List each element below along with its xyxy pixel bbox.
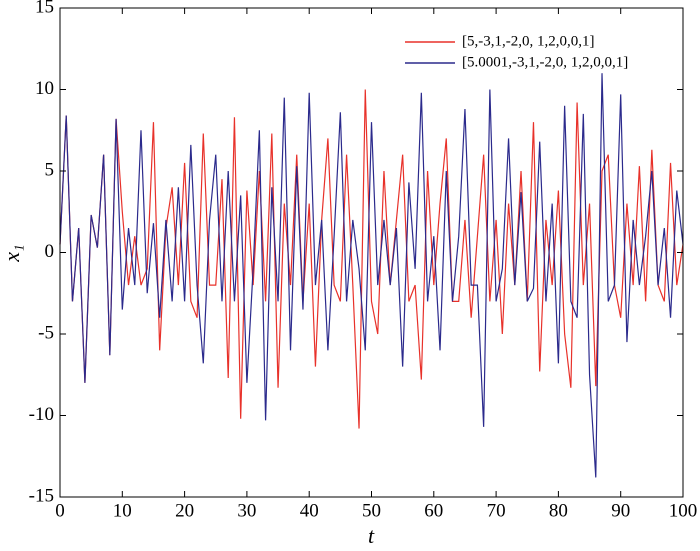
x-tick-label: 0 <box>55 500 65 521</box>
x-tick-label: 50 <box>362 500 381 521</box>
x-tick-label: 100 <box>669 500 698 521</box>
y-tick-label: -10 <box>29 404 54 425</box>
series-line <box>59 89 684 429</box>
x-tick-label: 60 <box>424 500 443 521</box>
y-tick-label: 15 <box>35 0 54 17</box>
y-tick-label: -5 <box>38 322 54 343</box>
y-tick-label: -15 <box>29 485 54 506</box>
y-tick-label: 10 <box>35 78 54 99</box>
legend-label: [5.0001,-3,1,-2,0, 1,2,0,0,1] <box>462 54 628 70</box>
series-line <box>59 73 684 478</box>
plot-frame <box>59 7 684 498</box>
y-axis-label: x₁ <box>0 244 24 262</box>
x-tick-label: 70 <box>487 500 506 521</box>
x-axis-label: t <box>368 523 375 548</box>
x-tick-label: 30 <box>237 500 256 521</box>
x-tick-label: 20 <box>175 500 194 521</box>
y-tick-label: 0 <box>45 241 55 262</box>
y-tick-label: 5 <box>45 159 55 180</box>
legend-label: [5,-3,1,-2,0, 1,2,0,0,1] <box>462 33 594 49</box>
x-tick-label: 80 <box>549 500 568 521</box>
x-tick-label: 40 <box>300 500 319 521</box>
x-tick-label: 10 <box>113 500 132 521</box>
x-tick-label: 90 <box>611 500 630 521</box>
